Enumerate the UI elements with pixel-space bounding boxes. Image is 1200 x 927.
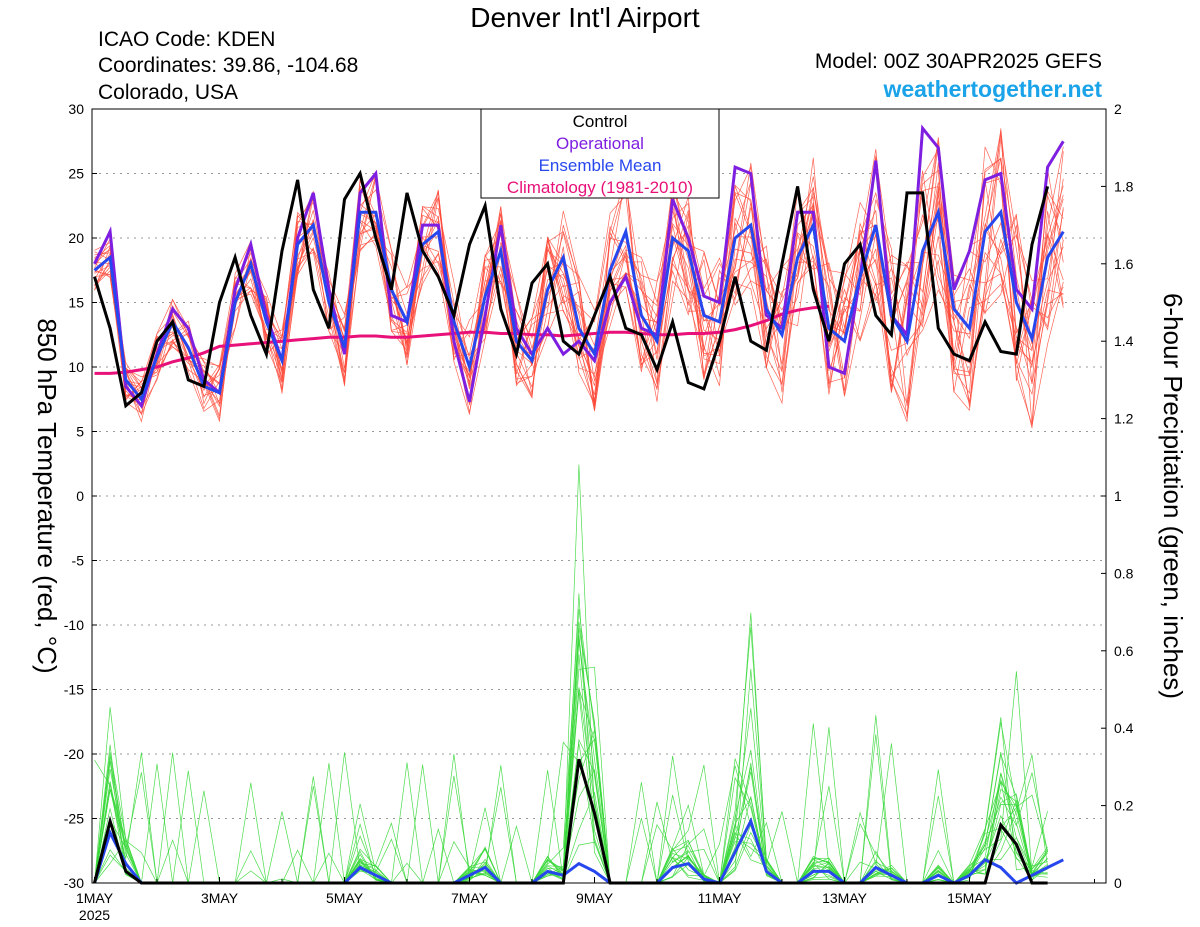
y-left-tick-label: 30 [68, 101, 84, 117]
climatology-line [94, 304, 830, 375]
temp-member-line [94, 165, 1064, 410]
y-left-tick-label: -10 [64, 617, 84, 633]
control-temp-line [93, 169, 1050, 409]
y-axis-left-label: 850 hPa Temperature (red, °C) [32, 318, 62, 673]
axes: 302520151050-5-10-15-20-25-3021.81.61.41… [64, 101, 1134, 923]
y-left-tick-label: 5 [76, 424, 84, 440]
y-left-tick-label: -25 [64, 811, 84, 827]
y-right-tick-label: 1.4 [1114, 333, 1134, 349]
y-right-tick-label: 0 [1114, 875, 1122, 891]
precip-member-line [94, 593, 1048, 884]
coordinates: Coordinates: 39.86, -104.68 [98, 54, 359, 77]
x-tick-label: 13MAY [822, 890, 868, 906]
precip-member-line [94, 666, 1048, 884]
y-left-tick-label: 0 [76, 488, 84, 504]
legend: Control Operational Ensemble Mean Climatolo… [480, 108, 720, 199]
x-tick-label: 7MAY [451, 890, 489, 906]
chart-title: Denver Int'l Airport [470, 2, 700, 33]
y-right-tick-label: 1 [1114, 488, 1122, 504]
y-right-tick-label: 2 [1114, 101, 1122, 117]
legend-box [480, 108, 720, 199]
precip-member-line [94, 692, 1048, 884]
model-run: Model: 00Z 30APR2025 GEFS [814, 50, 1102, 73]
legend-entry: Control [573, 112, 628, 131]
y-right-tick-label: 0.6 [1114, 643, 1134, 659]
temp-member-line [94, 146, 1064, 422]
x-tick-label: 15MAY [947, 890, 993, 906]
x-tick-sublabel: 2025 [79, 907, 110, 923]
y-right-tick-label: 1.8 [1114, 178, 1134, 194]
y-right-tick-label: 0.8 [1114, 565, 1134, 581]
x-tick-label: 1MAY [76, 890, 114, 906]
grid-lines [92, 173, 1106, 819]
y-right-tick-label: 0.4 [1114, 720, 1134, 736]
x-tick-label: 5MAY [326, 890, 364, 906]
operational-temp-line [93, 124, 1065, 409]
y-left-tick-label: -15 [64, 682, 84, 698]
y-left-tick-label: -30 [64, 875, 84, 891]
x-tick-label: 3MAY [201, 890, 239, 906]
y-right-tick-label: 0.2 [1114, 798, 1134, 814]
x-tick-label: 11MAY [698, 890, 742, 906]
y-left-tick-label: 20 [68, 230, 84, 246]
temp-member-line [94, 177, 1064, 420]
site-link[interactable]: weathertogether.net [883, 76, 1102, 102]
legend-entry: Operational [556, 134, 644, 153]
main-series [93, 124, 1065, 885]
location: Colorado, USA [98, 81, 239, 104]
y-left-tick-label: 25 [68, 166, 84, 182]
y-right-tick-label: 1.2 [1114, 411, 1134, 427]
y-left-tick-label: 10 [68, 359, 84, 375]
legend-entry: Climatology (1981-2010) [507, 178, 693, 197]
y-left-tick-label: -5 [72, 553, 85, 569]
icao-code: ICAO Code: KDEN [98, 28, 276, 51]
legend-entry: Ensemble Mean [539, 156, 662, 175]
precip-member-line [94, 654, 1048, 884]
y-axis-right-label: 6-hour Precipitation (green, inches) [1158, 293, 1188, 699]
y-left-tick-label: -20 [64, 746, 84, 762]
y-left-tick-label: 15 [68, 295, 84, 311]
y-right-tick-label: 1.6 [1114, 256, 1134, 272]
x-tick-label: 9MAY [576, 890, 614, 906]
ensemble-mean-temp-line [93, 206, 1065, 403]
